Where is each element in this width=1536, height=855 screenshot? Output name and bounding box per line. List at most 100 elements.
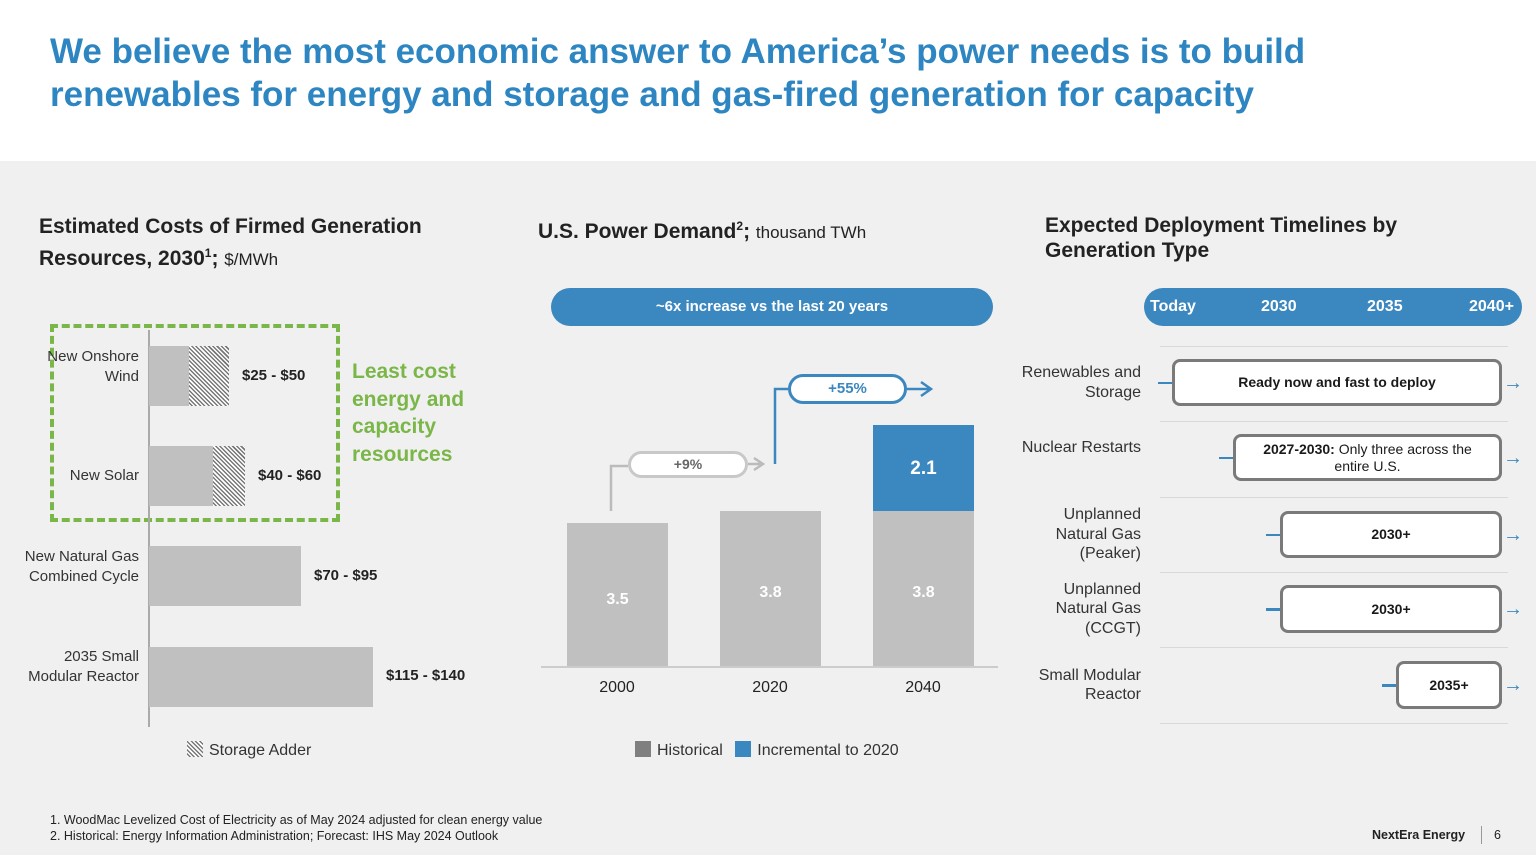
timeline-box-text: 2030+: [1371, 526, 1410, 543]
arrow-55-head: [907, 380, 934, 398]
cost-bar-base: [149, 446, 213, 506]
slide-title: We believe the most economic answer to A…: [50, 32, 1306, 114]
timeline-axis: Today 2030 2035 2040+: [1144, 288, 1522, 326]
historical-swatch: [635, 741, 651, 757]
incremental-bar: [873, 425, 974, 511]
row-separator: [1160, 497, 1508, 498]
footnote-2: 2. Historical: Energy Information Admini…: [50, 829, 499, 843]
arrow-right-icon: →: [1503, 371, 1523, 394]
cost-title-text: Estimated Costs of Firmed Generation Res…: [39, 215, 422, 270]
company-name: NextEra Energy: [1372, 828, 1466, 842]
cost-title-footnote: 1: [204, 246, 212, 260]
row-separator: [1160, 346, 1508, 347]
arrow-55-line: [773, 387, 788, 464]
incremental-label: Incremental to 2020: [757, 742, 899, 759]
row-label: Nuclear Restarts: [1021, 439, 1141, 456]
arrow-9-line: [609, 464, 628, 511]
timeline-box: Ready now and fast to deploy: [1172, 359, 1502, 406]
historical-value: 3.8: [759, 584, 782, 602]
timeline-box: 2027-2030: Only three across the entire …: [1233, 434, 1502, 481]
historical-label: Historical: [657, 742, 723, 759]
row-separator: [1160, 421, 1508, 422]
storage-adder-legend: Storage Adder: [187, 741, 311, 760]
demand-title-text: U.S. Power Demand: [538, 220, 737, 243]
arrow-right-icon: →: [1503, 523, 1523, 546]
historical-bar: [720, 510, 821, 666]
page-number: 6: [1494, 828, 1501, 842]
row-separator: [1160, 647, 1508, 648]
footnote-1: 1. WoodMac Levelized Cost of Electricity…: [50, 813, 543, 827]
demand-legend: Historical Incremental to 2020: [635, 741, 899, 760]
row-separator: [1160, 572, 1508, 573]
timeline-box: 2030+: [1280, 585, 1502, 633]
historical-value: 3.8: [912, 584, 935, 602]
growth-55-badge: +55%: [788, 374, 907, 404]
demand-title-footnote: 2: [736, 219, 744, 233]
category-label: 2035 Small Modular Reactor: [28, 648, 139, 685]
category-label: New Solar: [69, 467, 139, 484]
box-text: Only three across the entire U.S.: [1334, 440, 1472, 474]
header-band: [0, 0, 1536, 161]
storage-adder-swatch: [187, 741, 203, 757]
timeline-box: 2035+: [1396, 661, 1502, 709]
least-cost-highlight-box: [50, 324, 340, 522]
historical-value: 3.5: [606, 590, 629, 608]
cost-bar: [149, 546, 301, 606]
footnotes: 1. WoodMac Levelized Cost of Electricity…: [50, 812, 542, 844]
cost-bar: [149, 647, 373, 707]
storage-adder-bar: [189, 346, 229, 406]
timeline-title: Expected Deployment Timelines by Generat…: [1045, 214, 1398, 262]
row-label: Unplanned Natural Gas (Peaker): [1055, 506, 1141, 563]
start-tick: [1219, 456, 1233, 459]
footer-divider: [1481, 826, 1482, 844]
box-bold-text: 2030+: [1371, 526, 1411, 542]
cost-chart-title: Estimated Costs of Firmed Generation Res…: [39, 215, 422, 270]
start-tick: [1266, 533, 1280, 536]
timeline-tick: 2035: [1367, 298, 1403, 315]
row-label: Unplanned Natural Gas (CCGT): [1055, 580, 1141, 637]
timeline-tick: 2040+: [1469, 298, 1514, 315]
timeline-box-text: 2035+: [1429, 677, 1468, 694]
category-label: New Onshore Wind: [47, 348, 139, 385]
demand-banner: ~6x increase vs the last 20 years: [551, 288, 993, 326]
cost-data-label: $115 - $140: [386, 667, 466, 684]
demand-unit: thousand TWh: [755, 223, 867, 242]
start-tick: [1382, 684, 1396, 687]
arrow-right-icon: →: [1503, 446, 1523, 469]
x-tick-label: 2040: [905, 679, 941, 696]
incremental-swatch: [735, 741, 752, 757]
x-tick-label: 2020: [752, 679, 788, 696]
timeline-box: 2030+: [1280, 511, 1502, 558]
timeline-box-text: 2030+: [1371, 601, 1410, 618]
box-bold-text: 2030+: [1371, 600, 1411, 617]
cost-data-label: $25 - $50: [242, 367, 306, 384]
box-bold-text: 2035+: [1429, 676, 1469, 693]
category-label: New Natural Gas Combined Cycle: [24, 548, 139, 585]
storage-adder-bar: [213, 446, 245, 506]
cost-unit: $/MWh: [224, 250, 279, 269]
row-label: Renewables and Storage: [1021, 364, 1141, 401]
incremental-value: 2.1: [910, 458, 937, 480]
cost-axis-line: [148, 330, 150, 727]
demand-chart-title: U.S. Power Demand2; thousand TWh: [538, 219, 867, 243]
demand-axis-line: [541, 666, 998, 668]
timeline-tick: Today: [1150, 298, 1196, 315]
growth-9-badge: +9%: [628, 451, 748, 478]
cost-bar-base: [149, 346, 189, 406]
storage-adder-label: Storage Adder: [209, 742, 312, 759]
timeline-box-text: Ready now and fast to deploy: [1238, 374, 1436, 391]
cost-data-label: $70 - $95: [314, 567, 378, 584]
arrow-9-head: [748, 456, 766, 472]
historical-bar: [873, 510, 974, 666]
cost-data-label: $40 - $60: [258, 467, 322, 484]
row-label: Small Modular Reactor: [1038, 666, 1141, 704]
least-cost-annotation: Least cost energy and capacity resources: [352, 360, 465, 466]
timeline-tick: 2030: [1261, 298, 1297, 315]
arrow-right-icon: →: [1503, 674, 1523, 696]
box-bold-text: 2027-2030:: [1263, 440, 1335, 457]
row-separator: [1160, 723, 1508, 724]
start-tick: [1266, 608, 1280, 611]
x-tick-label: 2000: [599, 679, 635, 696]
box-text: Ready now and fast to deploy: [1238, 374, 1436, 390]
